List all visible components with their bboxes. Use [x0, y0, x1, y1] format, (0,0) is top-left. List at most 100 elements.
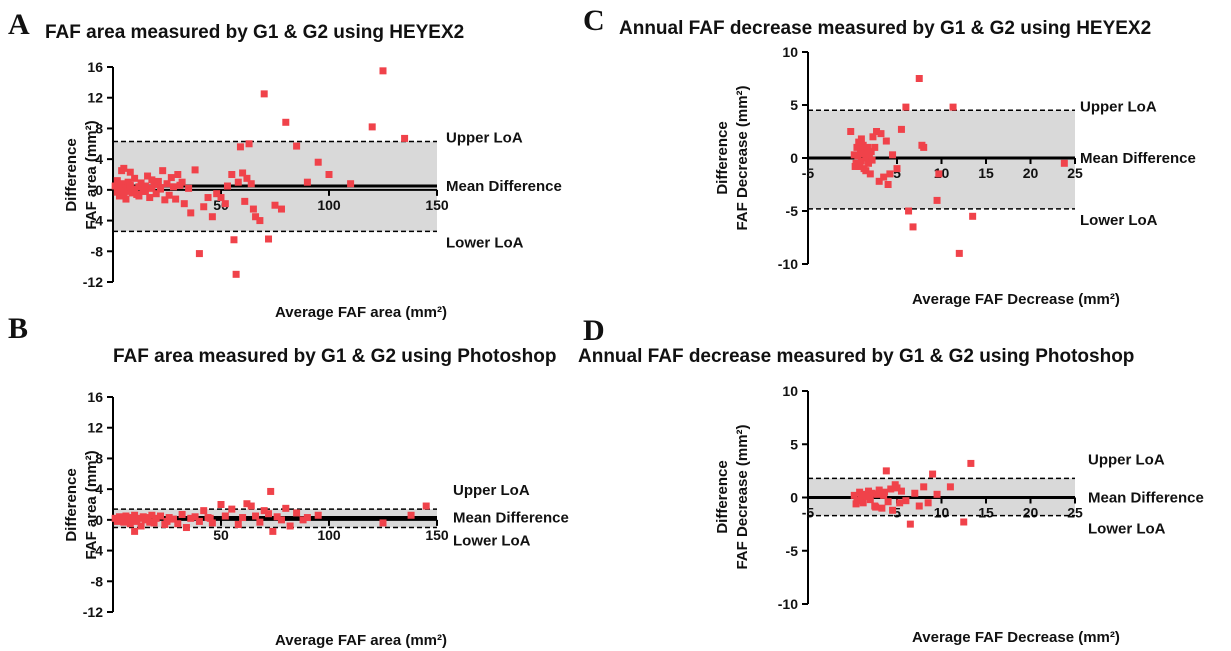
panel-letter: B — [8, 312, 28, 345]
data-point — [161, 196, 169, 204]
data-point — [230, 236, 238, 244]
data-point — [882, 467, 890, 475]
data-point — [265, 235, 273, 243]
data-point — [955, 249, 963, 257]
data-point — [187, 514, 195, 522]
data-point — [200, 507, 208, 515]
x-tick-label: 20 — [1023, 505, 1039, 521]
data-point — [113, 177, 121, 185]
upper-loa-label: Upper LoA — [446, 129, 523, 146]
data-point — [111, 182, 119, 190]
data-point — [185, 184, 193, 192]
data-point — [293, 142, 301, 150]
y-axis-label: Difference FAF area (mm²) — [63, 450, 100, 559]
data-point — [137, 522, 145, 530]
data-point — [228, 171, 236, 178]
y-axis-label-line1: Difference — [63, 468, 80, 541]
data-point — [239, 169, 247, 177]
data-point — [195, 250, 203, 258]
data-point — [911, 489, 919, 497]
data-point — [200, 203, 208, 211]
data-point — [865, 487, 873, 495]
data-point — [859, 141, 867, 149]
data-point — [273, 513, 281, 521]
data-point — [293, 509, 301, 517]
x-tick-label: 150 — [425, 197, 449, 213]
data-point — [152, 514, 160, 522]
data-point — [873, 490, 881, 498]
y-axis-label-line2: FAF area (mm²) — [83, 120, 100, 229]
data-point — [113, 517, 121, 525]
chart-title: FAF area measured by G1 & G2 using HEYEX… — [45, 22, 464, 43]
data-point — [379, 67, 387, 75]
data-point — [126, 168, 134, 176]
data-point — [165, 191, 173, 199]
x-tick-label: 150 — [425, 527, 449, 543]
y-tick-label: 16 — [87, 59, 103, 75]
y-tick-label: -12 — [83, 604, 103, 620]
data-point — [875, 177, 883, 185]
y-axis-label-line2: FAF Decrease (mm²) — [734, 424, 751, 569]
data-point — [206, 514, 214, 522]
data-point — [120, 518, 128, 526]
data-point — [868, 489, 876, 497]
data-point — [269, 527, 277, 535]
data-point — [252, 213, 260, 221]
x-tick-label: 15 — [978, 505, 994, 521]
data-point — [122, 195, 130, 203]
data-point — [271, 201, 279, 209]
data-point — [929, 470, 937, 478]
data-point — [239, 514, 247, 522]
data-point — [182, 524, 190, 532]
data-point — [299, 516, 307, 524]
data-point — [314, 158, 322, 166]
data-point — [115, 184, 123, 192]
data-point — [159, 167, 167, 175]
lower-loa-label: Lower LoA — [446, 234, 524, 251]
data-point — [172, 195, 180, 203]
data-point — [249, 205, 257, 213]
y-tick-label: 4 — [95, 481, 103, 497]
data-point — [178, 178, 186, 186]
mean-difference-label: Mean Difference — [1080, 150, 1196, 167]
data-point — [163, 517, 171, 525]
x-tick-label: 15 — [978, 165, 994, 181]
data-point — [896, 499, 904, 507]
data-point — [905, 207, 913, 215]
y-tick-label: 0 — [95, 512, 103, 528]
data-point — [407, 511, 415, 519]
data-point — [223, 182, 231, 190]
data-point — [247, 180, 255, 188]
x-tick-label: 25 — [1067, 505, 1083, 521]
y-tick-label: -8 — [91, 243, 104, 259]
data-point — [260, 90, 268, 98]
data-point — [303, 514, 311, 522]
chart-panel-c: C Annual FAF decrease measured by G1 & G2… — [583, 4, 1196, 308]
y-tick-label: -5 — [786, 543, 799, 559]
data-point — [946, 483, 954, 491]
data-point — [245, 140, 253, 148]
x-axis-label: Average FAF Decrease (mm²) — [912, 291, 1120, 308]
data-point — [401, 134, 409, 142]
data-point — [368, 123, 376, 131]
y-axis-label-line2: FAF area (mm²) — [83, 450, 100, 559]
data-point — [122, 512, 130, 520]
data-point — [141, 182, 149, 190]
data-point — [906, 520, 914, 528]
data-point — [144, 514, 152, 522]
data-point — [135, 192, 143, 200]
data-point — [863, 492, 871, 500]
data-point — [893, 484, 901, 492]
data-point — [935, 170, 943, 178]
mean-difference-label: Mean Difference — [446, 178, 562, 195]
data-point — [866, 496, 874, 504]
data-point — [875, 486, 883, 494]
data-point — [856, 162, 864, 170]
data-point — [884, 498, 892, 506]
data-point — [887, 485, 895, 493]
y-tick-label: 0 — [95, 182, 103, 198]
data-point — [126, 520, 134, 528]
data-point — [217, 194, 225, 202]
data-point — [247, 502, 255, 510]
